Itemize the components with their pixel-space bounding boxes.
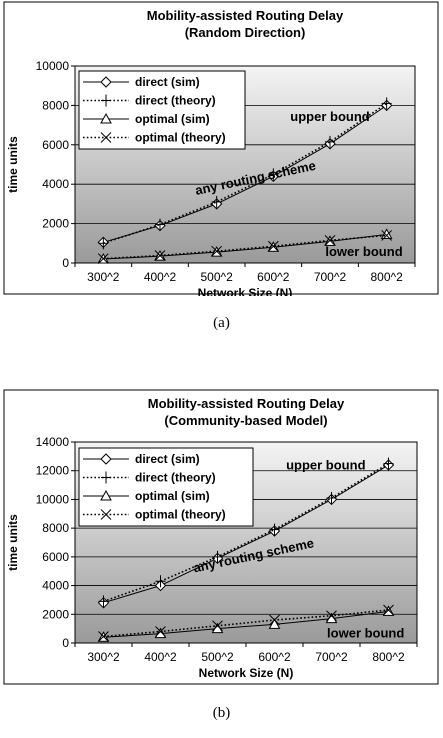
legend-label: optimal (theory): [135, 508, 226, 522]
x-tick-label: 800^2: [372, 650, 405, 664]
data-point: [98, 595, 109, 608]
data-point: [325, 135, 335, 148]
x-tick-label: 300^2: [87, 270, 120, 284]
data-point: [211, 245, 223, 257]
y-tick-label: 14000: [36, 435, 70, 449]
y-tick-label: 8000: [42, 98, 69, 112]
legend-marker: [100, 76, 112, 88]
y-tick-label: 4000: [42, 177, 69, 191]
legend-label: optimal (sim): [135, 112, 210, 126]
annotation: lower bound: [327, 625, 404, 640]
legend-marker: [100, 132, 112, 143]
data-point: [383, 604, 394, 616]
legend-marker: [100, 453, 112, 465]
data-point: [211, 195, 222, 208]
series-line: [103, 102, 388, 245]
series-line: [103, 462, 389, 603]
data-point: [155, 575, 166, 588]
y-tick-label: 0: [62, 636, 69, 650]
legend-label: optimal (sim): [135, 489, 210, 503]
data-point: [326, 491, 337, 504]
x-tick-label: 600^2: [257, 270, 290, 284]
x-tick-label: 700^2: [314, 270, 347, 284]
legend-label: direct (sim): [135, 452, 200, 466]
y-tick-label: 12000: [36, 464, 70, 478]
data-point: [269, 614, 280, 626]
annotation: upper bound: [290, 109, 369, 124]
x-tick-label: 700^2: [315, 650, 348, 664]
series-2: [98, 457, 394, 608]
legend-label: optimal (theory): [135, 131, 226, 145]
x-axis-label: Network Size (N): [199, 666, 294, 680]
caption-b: (b): [212, 705, 231, 721]
y-tick-label: 6000: [42, 550, 69, 564]
caption-a: (a): [213, 315, 230, 331]
legend-marker: [101, 471, 111, 484]
data-point: [268, 618, 281, 629]
x-axis-label: Network Size (N): [198, 286, 293, 296]
series-4: [98, 604, 394, 642]
data-point: [155, 218, 165, 231]
y-axis-label: time units: [6, 136, 20, 193]
y-tick-label: 0: [62, 256, 69, 270]
y-axis-label: time units: [6, 514, 20, 571]
series-2: [98, 97, 392, 250]
series-line: [103, 610, 389, 638]
chart-subtitle: (Random Direction): [185, 25, 306, 40]
legend-marker: [100, 509, 112, 520]
data-point: [324, 234, 336, 246]
y-tick-label: 4000: [42, 579, 69, 593]
data-point: [154, 250, 166, 261]
data-point: [326, 610, 337, 622]
x-tick-label: 300^2: [87, 650, 120, 664]
data-point: [98, 237, 109, 250]
y-tick-label: 10000: [36, 59, 70, 73]
legend-label: direct (theory): [135, 471, 216, 485]
x-tick-label: 500^2: [201, 650, 234, 664]
chart-panel-a: Mobility-assisted Routing Delay (Random D…: [0, 0, 443, 296]
data-point: [212, 620, 223, 632]
legend-label: direct (sim): [135, 75, 200, 89]
legend-marker: [100, 112, 112, 124]
chart-title: Mobility-assisted Routing Delay: [147, 8, 344, 23]
legend-marker: [100, 489, 112, 501]
legend: direct (sim) direct (theory) optimal (sim)…: [78, 70, 246, 150]
x-tick-label: 800^2: [371, 270, 404, 284]
y-tick-label: 2000: [42, 217, 69, 231]
y-tick-label: 8000: [42, 521, 69, 535]
y-tick-label: 10000: [36, 492, 70, 506]
data-point: [154, 627, 167, 639]
series-4: [97, 230, 393, 265]
legend-label: direct (theory): [135, 94, 216, 108]
data-point: [98, 631, 109, 642]
chart-b: Mobility-assisted Routing Delay (Communit…: [3, 389, 439, 685]
data-point: [155, 626, 166, 637]
legend-marker: [101, 94, 111, 107]
data-point: [212, 550, 223, 563]
x-tick-label: 400^2: [144, 650, 177, 664]
x-tick-label: 500^2: [201, 270, 234, 284]
chart-a: Mobility-assisted Routing Delay (Random D…: [3, 1, 439, 296]
data-point: [381, 230, 393, 241]
legend: direct (sim) direct (theory) optimal (sim)…: [78, 447, 254, 527]
data-point: [268, 168, 279, 181]
annotation: upper bound: [286, 457, 365, 472]
series-line: [103, 234, 387, 260]
y-tick-label: 6000: [42, 138, 69, 152]
chart-subtitle: (Community-based Model): [164, 413, 327, 428]
x-tick-label: 600^2: [258, 650, 291, 664]
y-tick-label: 2000: [42, 607, 69, 621]
x-tick-label: 400^2: [144, 270, 177, 284]
chart-panel-b: Mobility-assisted Routing Delay (Communit…: [0, 388, 443, 686]
series-line: [103, 464, 389, 604]
chart-title: Mobility-assisted Routing Delay: [148, 396, 345, 411]
data-point: [97, 253, 109, 265]
data-point: [383, 457, 394, 470]
annotation: lower bound: [325, 244, 402, 259]
data-point: [381, 97, 392, 110]
data-point: [269, 523, 280, 536]
data-point: [267, 240, 279, 252]
